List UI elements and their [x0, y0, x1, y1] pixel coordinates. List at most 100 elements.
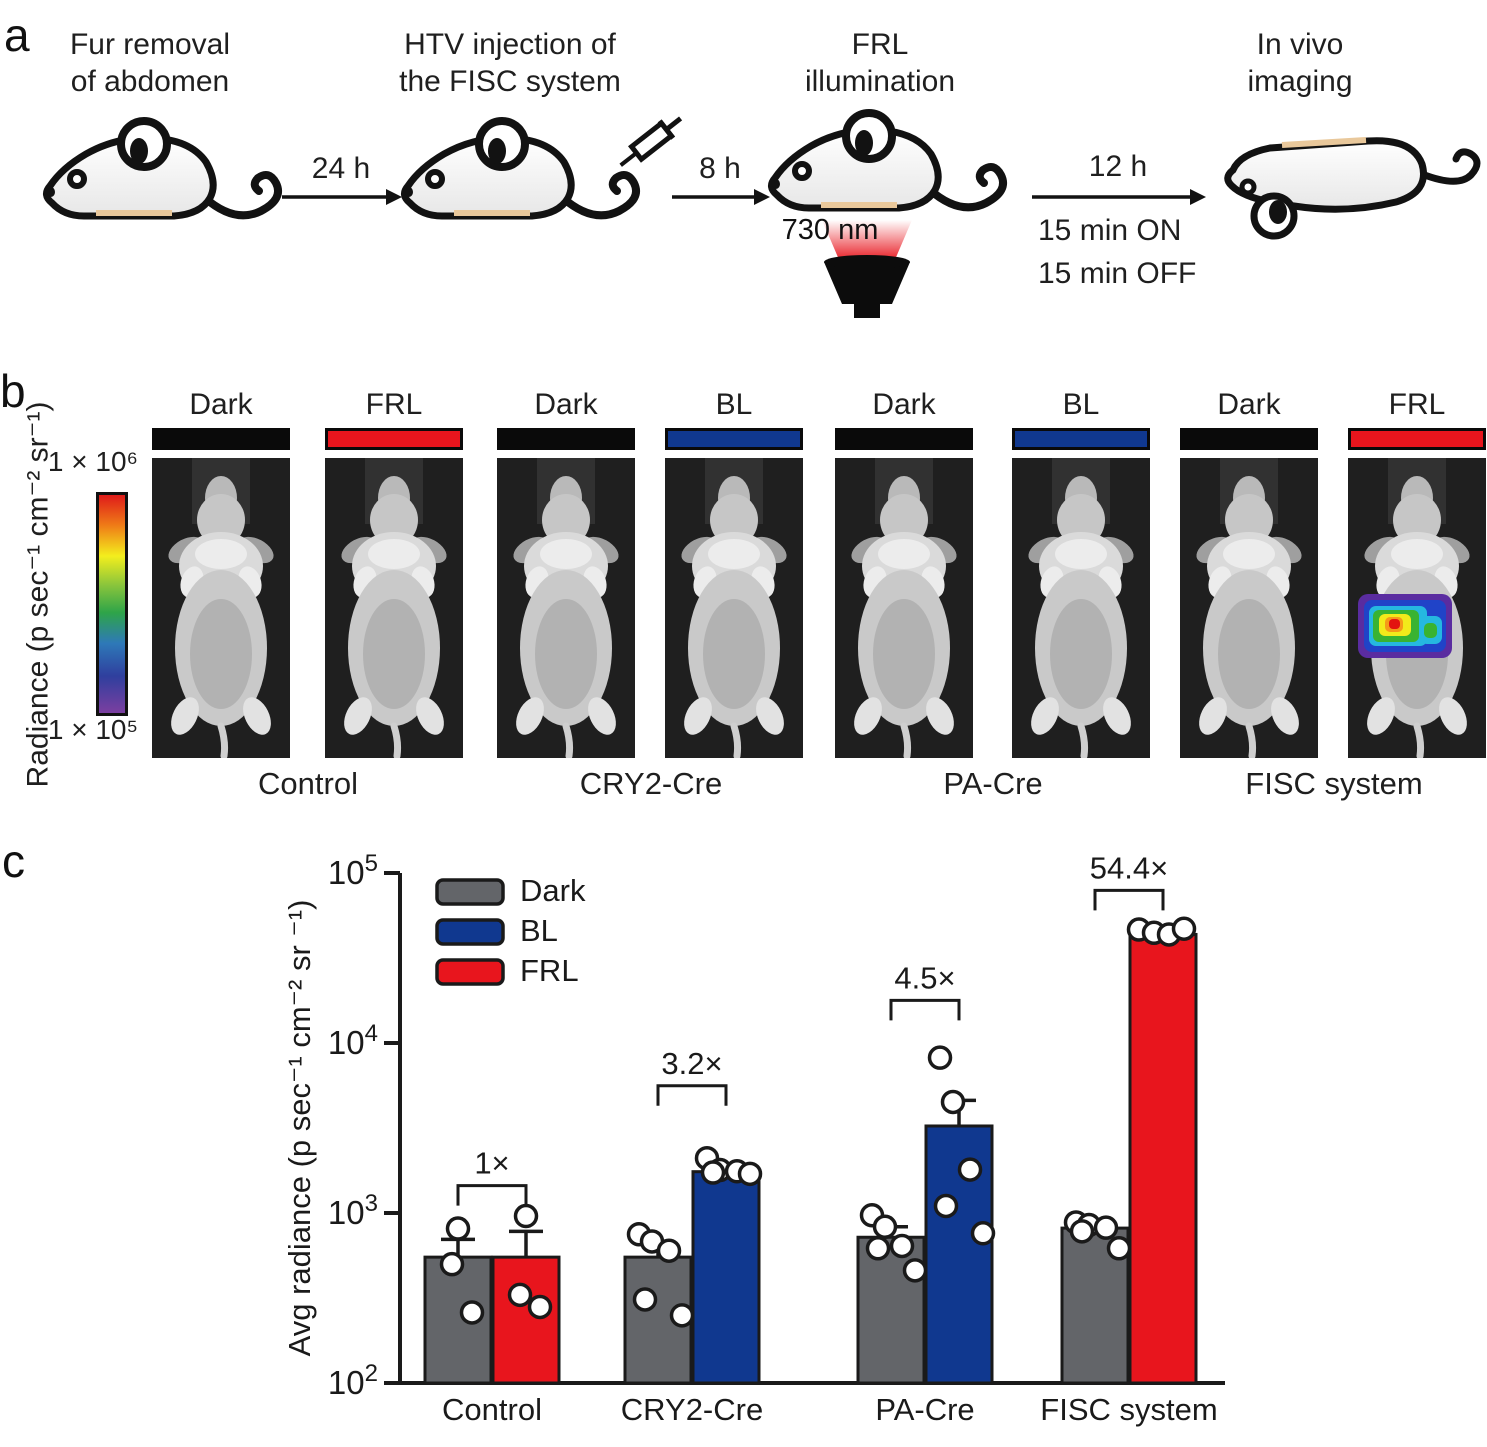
colorbar-min-value: 1 × 10⁵ [47, 714, 139, 745]
mouse-body [768, 126, 942, 212]
data-point [459, 1300, 485, 1325]
data-point [940, 1089, 966, 1115]
step1-line1: Fur removal [69, 28, 231, 61]
light-condition-label: BL [715, 388, 753, 421]
y-axis-title: Avg radiance (p sec⁻¹ cm⁻² sr ⁻¹) [282, 900, 317, 1357]
light-condition-label: FRL [365, 388, 423, 421]
frl-lamp [822, 220, 912, 318]
lamp-wavelength-label: 730 nm [781, 214, 879, 246]
colorbar-axis-title: Radiance (p sec⁻¹ cm⁻² sr⁻¹) [21, 401, 55, 788]
step4-line1: In vivo [1256, 28, 1344, 61]
data-point [527, 1294, 553, 1320]
arrow3-icon [1032, 189, 1206, 205]
mouse-imaging-photo [1012, 458, 1150, 758]
data-point [656, 1238, 682, 1263]
data-point [700, 1160, 726, 1185]
panel-b-column-pa-cre-bl: BL [1012, 388, 1150, 770]
fold-label: 4.5× [894, 960, 955, 995]
mouse-body [401, 134, 575, 220]
data-point [889, 1233, 915, 1259]
legend-swatch-bl [435, 918, 505, 946]
group-label-pa-cre: PA-Cre [943, 766, 1043, 801]
legend-swatch-frl [435, 958, 505, 986]
y-tick-label: 102 [328, 1360, 378, 1401]
mouse-tail [201, 170, 283, 220]
data-point [1106, 1236, 1132, 1261]
step3-line2: illumination [804, 65, 956, 98]
fold-bracket [656, 1084, 728, 1106]
arrow2-label: 8 h [699, 152, 741, 185]
mouse-imaging-photo [152, 458, 290, 758]
light-condition-bar [325, 428, 463, 450]
data-point [902, 1258, 928, 1283]
mouse-eye [67, 169, 87, 189]
fold-bracket [889, 998, 961, 1021]
mouse-ear-inner [130, 138, 148, 164]
light-condition-label: FRL [1388, 388, 1446, 421]
legend-swatch-dark [435, 878, 505, 906]
panel-b-column-control-dark: Dark [152, 388, 290, 770]
mouse-nose [772, 179, 780, 189]
mouse-ear-inner [1269, 200, 1287, 224]
data-point [513, 1203, 539, 1229]
lamp-body [824, 262, 910, 318]
lamp-rim [824, 255, 910, 269]
data-point [957, 1157, 983, 1182]
colorbar-gradient [96, 492, 128, 716]
panel-b-column-fisc-system-frl: FRL [1348, 388, 1486, 770]
fold-label: 1× [474, 1146, 509, 1181]
y-tick-label: 105 [328, 850, 378, 891]
mouse-tail [1418, 148, 1481, 185]
step2-line1: HTV injection of [404, 28, 616, 61]
light-condition-label: Dark [534, 388, 598, 421]
light-condition-bar [1012, 428, 1150, 450]
mouse-ear-inner [488, 138, 506, 164]
bar-chart: 102 103 104 105 Avg radiance (p sec⁻¹ cm⁻² s… [282, 850, 1225, 1427]
x-category-label: FISC system [1040, 1392, 1217, 1427]
fold-label: 54.4× [1090, 850, 1168, 885]
x-category-label: Control [442, 1392, 542, 1427]
data-point [1093, 1215, 1119, 1240]
fold-label: 3.2× [661, 1046, 722, 1081]
data-point [669, 1303, 695, 1328]
syringe-plunger [664, 116, 683, 132]
light-condition-bar [665, 428, 803, 450]
legend-label-frl: FRL [520, 953, 579, 988]
mouse-eye [425, 169, 445, 189]
shaved-abdomen-strip [1281, 137, 1367, 148]
arrow3-sub1: 15 min ON [1038, 214, 1182, 247]
bar-control-frl [491, 1255, 561, 1385]
mouse-imaging-photo [665, 458, 803, 758]
bar-fisc-system-frl [1128, 932, 1198, 1385]
arrow1-label: 24 h [311, 152, 371, 185]
data-point [507, 1282, 533, 1308]
fold-bracket [456, 1184, 528, 1206]
mouse-tail [926, 162, 1008, 212]
arrow1-icon [282, 189, 402, 205]
light-condition-bar [1348, 428, 1486, 450]
step2-line2: the FISC system [399, 65, 621, 98]
legend-label-dark: Dark [520, 873, 586, 908]
x-category-label: PA-Cre [875, 1392, 974, 1427]
mouse-nose [405, 187, 413, 197]
panel-b-column-cry2-cre-dark: Dark [497, 388, 635, 770]
data-point [1069, 1219, 1095, 1244]
mouse-imaging-photo-with-bioluminescence [1348, 458, 1486, 758]
legend-label-bl: BL [520, 913, 558, 948]
light-condition-label: Dark [189, 388, 253, 421]
bar-cry2-cre-bl [691, 1170, 761, 1385]
mouse-imaging-photo [1180, 458, 1318, 758]
y-tick-label: 103 [328, 1190, 378, 1231]
cartoon-mouse-2 [401, 117, 641, 220]
light-condition-label: Dark [872, 388, 936, 421]
panel-b-column-fisc-system-dark: Dark [1180, 388, 1318, 770]
group-label-fisc-system: FISC system [1245, 766, 1423, 801]
data-point [970, 1221, 996, 1246]
data-point [927, 1045, 953, 1070]
mouse-ear-inner [855, 130, 873, 156]
data-point [1171, 916, 1197, 941]
light-condition-bar [152, 428, 290, 450]
data-point [865, 1236, 891, 1261]
data-point [737, 1161, 763, 1187]
data-point [445, 1216, 471, 1241]
